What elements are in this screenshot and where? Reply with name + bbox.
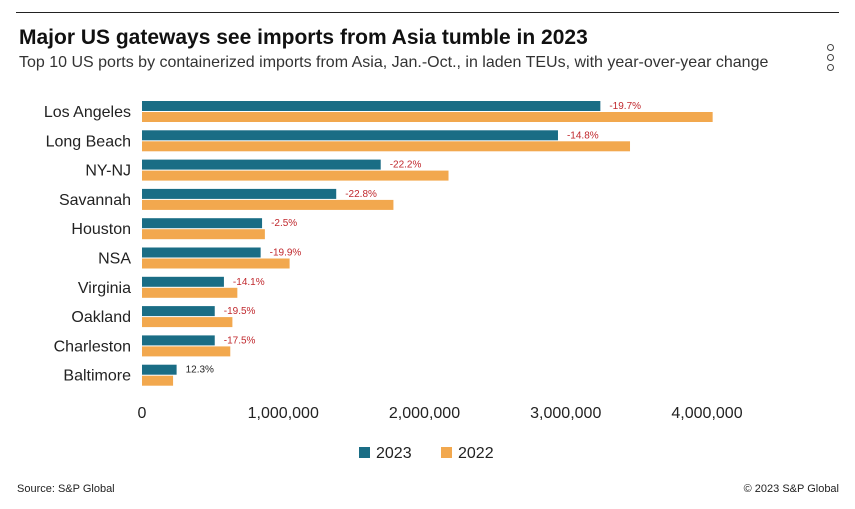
chart-subtitle: Top 10 US ports by containerized imports… — [19, 54, 769, 71]
kebab-menu-icon[interactable] — [822, 44, 838, 71]
bar-2022 — [142, 170, 449, 181]
bar-2022 — [142, 375, 174, 386]
menu-dot — [826, 54, 834, 61]
bar-2023 — [142, 101, 601, 111]
bar-2022 — [142, 317, 233, 328]
x-tick-label: 1,000,000 — [248, 405, 319, 422]
yoy-change-label: -2.5% — [271, 218, 297, 229]
category-label: NY-NJ — [85, 163, 131, 180]
yoy-change-label: 12.3% — [186, 365, 214, 376]
x-tick-label: 4,000,000 — [671, 405, 742, 422]
bar-2022 — [142, 346, 231, 357]
copyright-note: © 2023 S&P Global — [743, 483, 839, 495]
x-tick-label: 0 — [138, 405, 147, 422]
bar-2023 — [142, 306, 215, 317]
yoy-change-label: -14.1% — [233, 277, 265, 288]
menu-dot — [826, 64, 834, 71]
yoy-change-label: -19.7% — [609, 101, 641, 112]
bar-2022 — [142, 258, 290, 269]
yoy-change-label: -22.2% — [390, 160, 422, 171]
category-label: Los Angeles — [44, 104, 131, 121]
x-tick-label: 2,000,000 — [389, 405, 460, 422]
bar-2022 — [142, 141, 631, 152]
bar-2022 — [142, 199, 394, 210]
bar-2023 — [142, 335, 215, 346]
legend-swatch — [441, 447, 452, 458]
category-label: Long Beach — [46, 133, 131, 150]
bar-2023 — [142, 218, 263, 229]
yoy-change-label: -22.8% — [345, 189, 377, 200]
legend-label: 2022 — [458, 445, 494, 462]
yoy-change-label: -14.8% — [567, 130, 599, 141]
menu-dot — [826, 44, 834, 51]
chart-title: Major US gateways see imports from Asia … — [19, 26, 588, 49]
x-tick-label: 3,000,000 — [530, 405, 601, 422]
legend-label: 2023 — [376, 445, 412, 462]
bar-2023 — [142, 364, 177, 375]
category-label: Virginia — [78, 280, 131, 297]
bar-2023 — [142, 130, 558, 141]
legend-swatch — [359, 447, 370, 458]
bar-2022 — [142, 287, 238, 298]
bar-2023 — [142, 276, 224, 287]
top-rule — [16, 12, 839, 13]
category-label: Savannah — [59, 192, 131, 209]
category-label: Oakland — [71, 309, 131, 326]
yoy-change-label: -19.5% — [224, 306, 256, 317]
source-note: Source: S&P Global — [17, 483, 115, 495]
category-label: NSA — [98, 251, 131, 268]
bar-2023 — [142, 159, 381, 170]
bar-2022 — [142, 112, 713, 122]
bar-2023 — [142, 247, 261, 258]
bar-2023 — [142, 188, 337, 199]
yoy-change-label: -19.9% — [270, 248, 302, 259]
bar-2022 — [142, 229, 265, 240]
yoy-change-label: -17.5% — [224, 335, 256, 346]
category-label: Houston — [71, 221, 131, 238]
category-label: Baltimore — [63, 368, 131, 385]
category-label: Charleston — [54, 338, 131, 355]
